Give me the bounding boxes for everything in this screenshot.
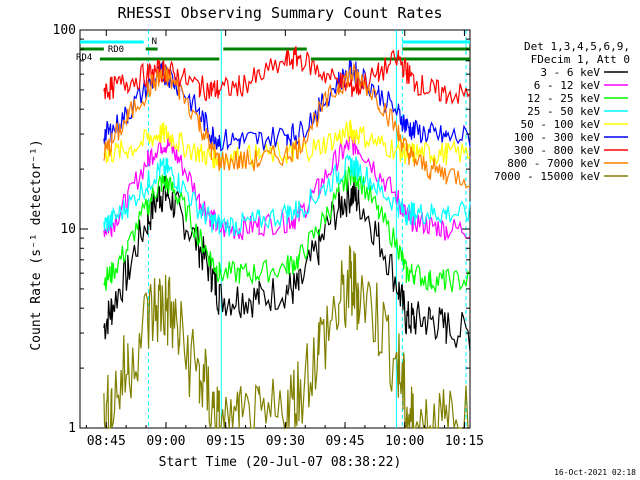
x-tick-label: 09:15 <box>206 434 245 449</box>
legend-entry-label: 300 - 800 keV <box>514 144 600 157</box>
legend-entry-label: 3 - 6 keV <box>540 66 600 79</box>
x-tick-label: 10:00 <box>385 434 424 449</box>
x-axis-label: Start Time (20-Jul-07 08:38:22) <box>159 455 402 470</box>
series-line <box>103 62 471 189</box>
legend-entry-label: 50 - 100 keV <box>521 118 601 131</box>
y-axis-label: Count Rate (s⁻¹ detector⁻¹) <box>29 139 44 350</box>
legend-entry-label: 25 - 50 keV <box>527 105 600 118</box>
x-tick-label: 08:45 <box>87 434 126 449</box>
chart-title: RHESSI Observing Summary Count Rates <box>117 4 442 22</box>
series-line <box>103 153 471 237</box>
x-tick-label: 09:30 <box>266 434 305 449</box>
legend-header: FDecim 1, Att 0 <box>531 53 630 66</box>
legend-entry-label: 6 - 12 keV <box>534 79 601 92</box>
series-line <box>103 245 470 431</box>
legend-entry-label: 800 - 7000 keV <box>507 157 600 170</box>
y-tick-label: 10 <box>60 222 76 237</box>
rd0-flag-label: RD0 <box>108 45 124 55</box>
series-line <box>103 132 471 241</box>
footer-timestamp: 16-Oct-2021 02:18 <box>554 468 636 477</box>
legend-entry-label: 100 - 300 keV <box>514 131 600 144</box>
series-line <box>103 175 471 351</box>
legend-entry-label: 7000 - 15000 keV <box>494 170 600 183</box>
x-tick-label: 10:15 <box>445 434 484 449</box>
y-tick-label: 1 <box>68 421 76 436</box>
legend-header: Det 1,3,4,5,6,9, <box>524 40 630 53</box>
legend-entry-label: 12 - 25 keV <box>527 92 600 105</box>
series-line <box>103 118 471 169</box>
series-line <box>103 164 471 293</box>
x-tick-label: 09:00 <box>146 434 185 449</box>
series-line <box>103 46 471 105</box>
rd4-flag-label: RD4 <box>76 53 92 63</box>
n-flag-label: N <box>152 37 157 47</box>
x-tick-label: 09:45 <box>325 434 364 449</box>
y-tick-label: 100 <box>53 23 76 38</box>
